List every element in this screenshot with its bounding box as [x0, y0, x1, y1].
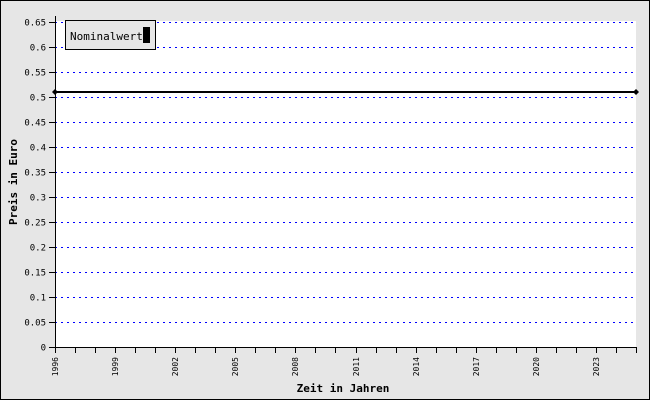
- y-tick-label: 0.05: [24, 319, 46, 329]
- y-tick-label: 0.5: [30, 94, 46, 104]
- y-tick-label: 0.2: [30, 244, 46, 254]
- x-tick-label: 2005: [231, 357, 240, 376]
- legend-swatch: [143, 27, 150, 43]
- x-tick-label: 2002: [171, 357, 180, 376]
- y-tick-label: 0.45: [24, 119, 46, 129]
- legend-label: Nominalwert: [70, 30, 143, 43]
- x-tick-label: 2011: [352, 357, 361, 376]
- y-tick-label: 0.15: [24, 269, 46, 279]
- x-tick-label: 1996: [51, 357, 60, 376]
- y-tick-label: 0.35: [24, 169, 46, 179]
- x-axis-label: Zeit in Jahren: [297, 382, 390, 395]
- y-tick-label: 0.55: [24, 69, 46, 79]
- y-tick-label: 0.4: [30, 144, 46, 154]
- data-point: [52, 89, 58, 95]
- x-tick-label: 2008: [291, 357, 300, 376]
- x-tick-label: 1999: [111, 357, 120, 376]
- data-point: [633, 89, 639, 95]
- y-tick-label: 0.25: [24, 219, 46, 229]
- y-axis-label: Preis in Euro: [7, 139, 20, 225]
- y-tick-label: 0.1: [30, 294, 46, 304]
- y-tick-label: 0.6: [30, 44, 46, 54]
- x-tick-label: 2017: [472, 357, 481, 376]
- x-tick-label: 2014: [412, 357, 421, 376]
- plot-area: [55, 21, 636, 347]
- x-tick-label: 2020: [532, 357, 541, 376]
- y-tick-label: 0.65: [24, 19, 46, 29]
- x-tick-label: 2023: [592, 357, 601, 376]
- legend-box: [65, 20, 156, 50]
- y-tick-label: 0: [41, 344, 46, 354]
- y-tick-label: 0.3: [30, 194, 46, 204]
